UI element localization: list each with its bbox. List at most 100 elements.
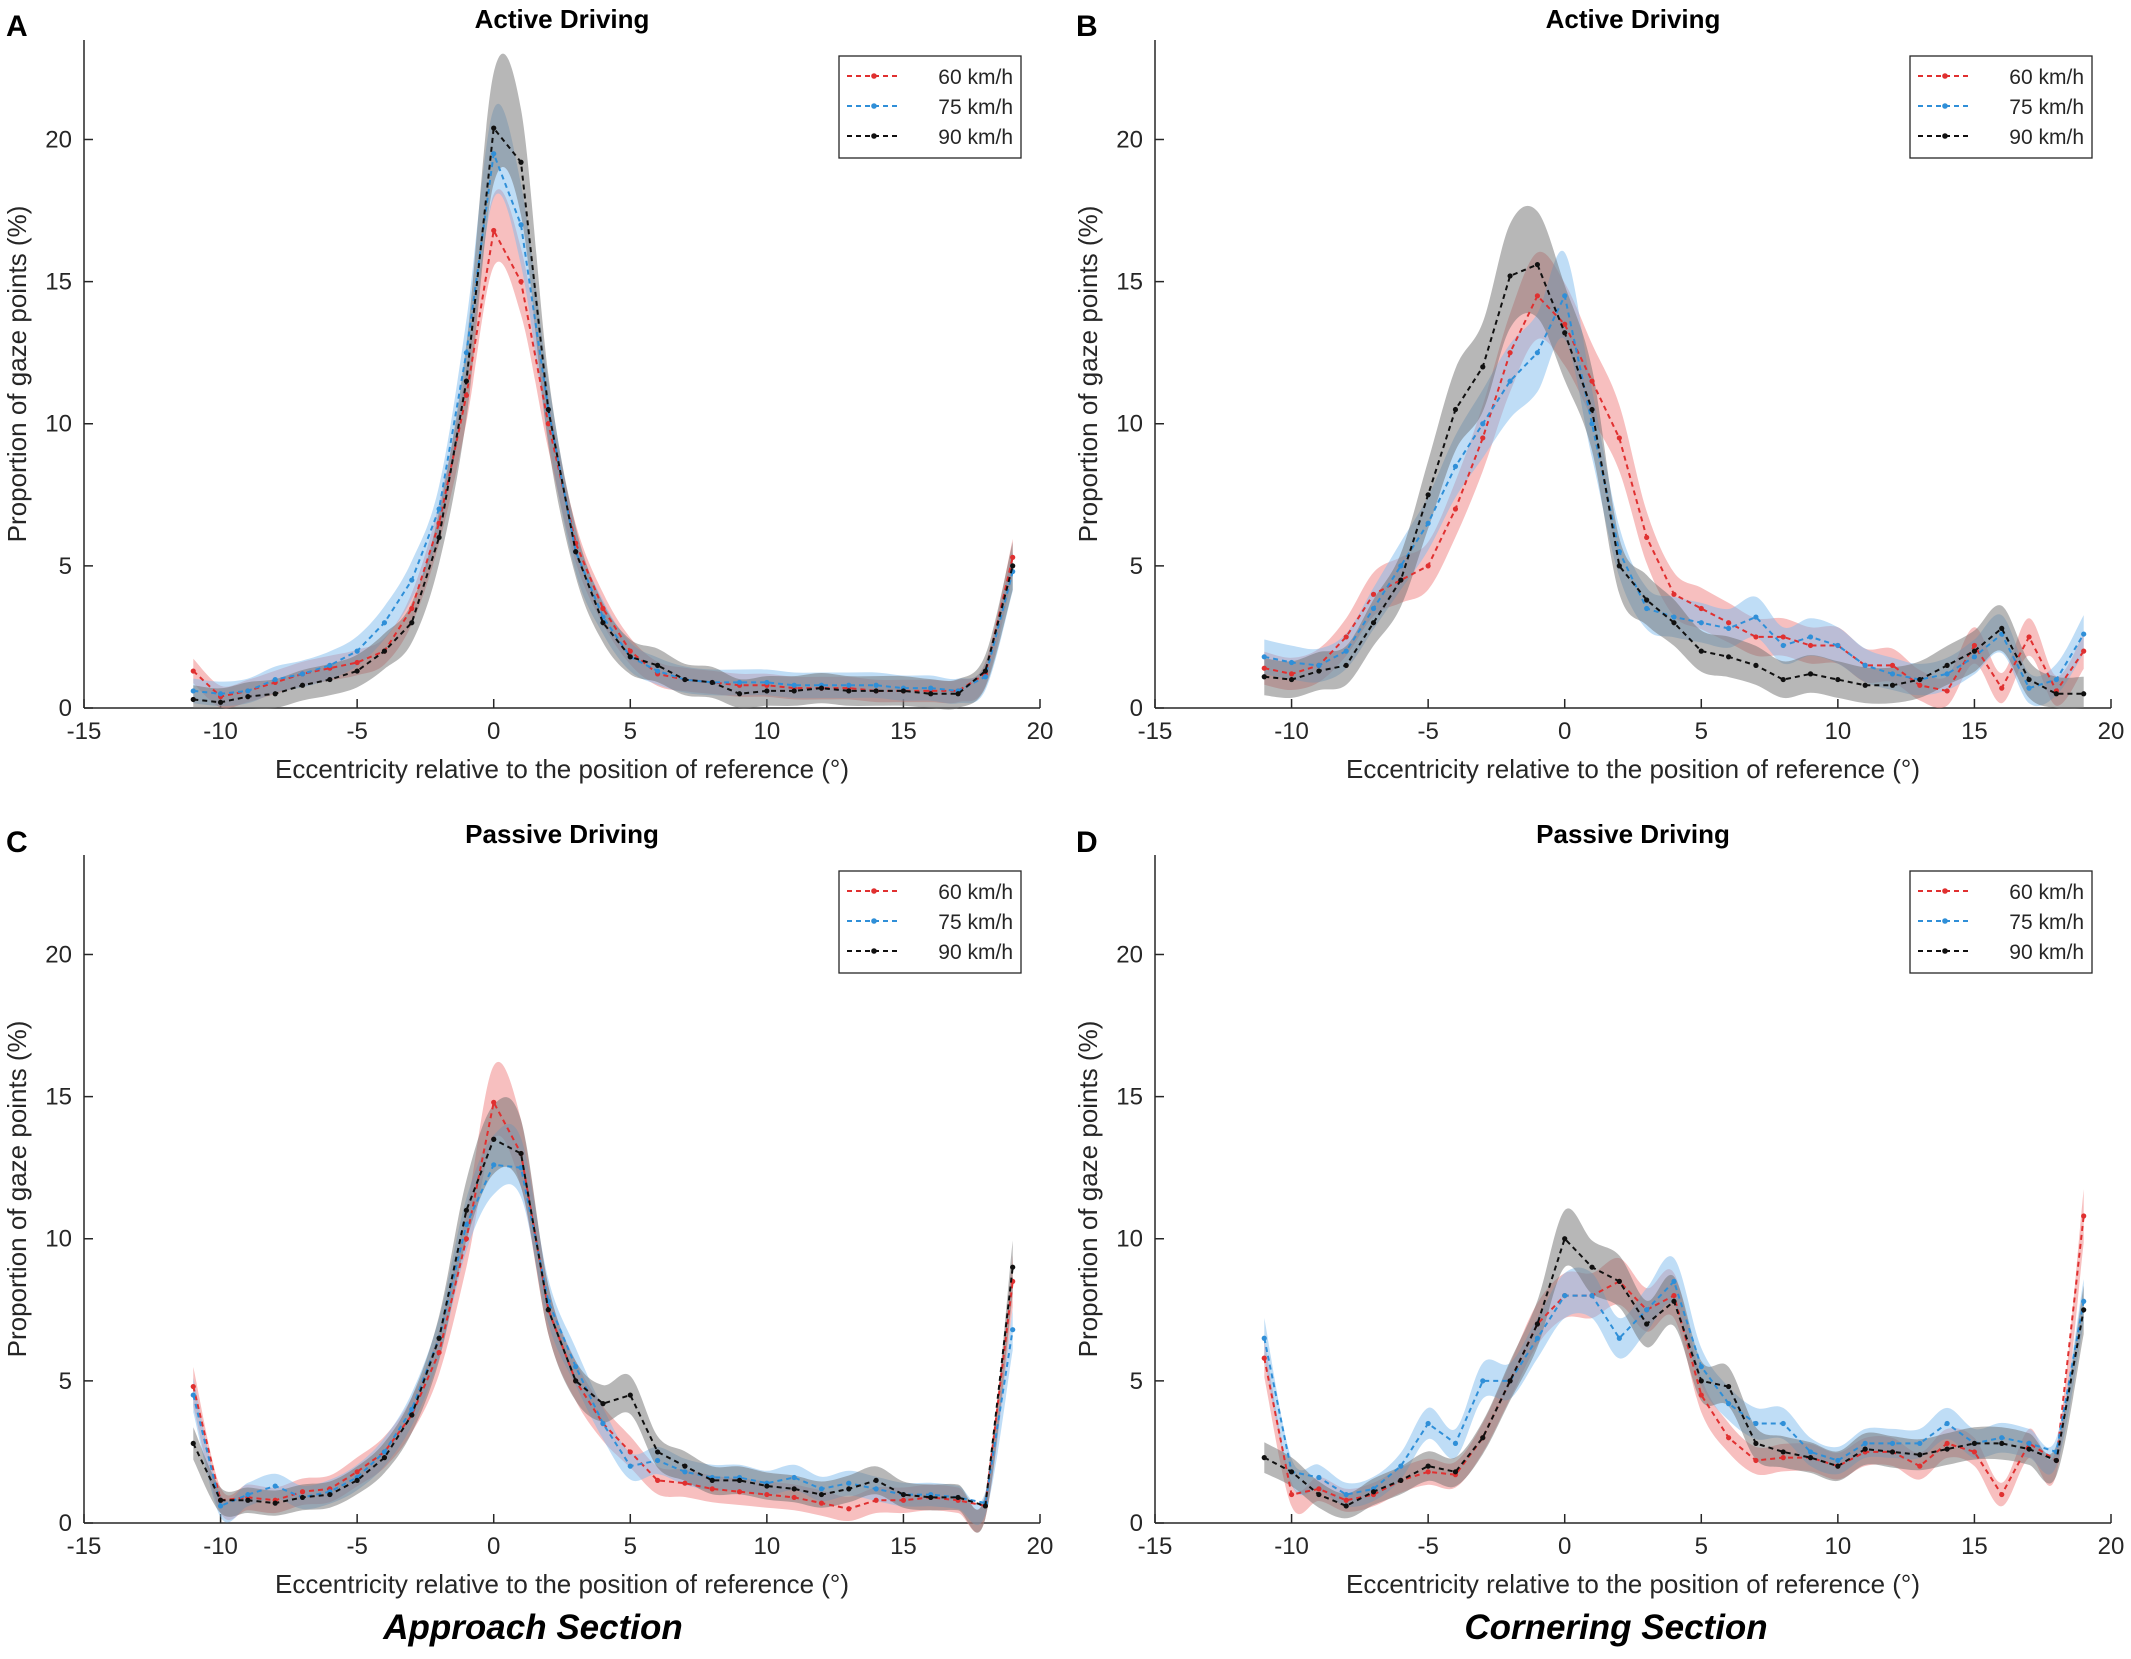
data-point [736,691,743,697]
x-tick-label: 15 [1961,1533,1988,1560]
data-point [327,662,333,668]
x-tick-label: -5 [346,1533,367,1560]
data-point [1835,1457,1841,1464]
data-point [1616,1278,1622,1284]
data-point [1010,1327,1016,1333]
data-point [955,691,961,697]
data-point [2081,691,2087,697]
legend: 60 km/h 75 km/h 90 km/h [1909,870,2093,974]
data-point [1753,1457,1759,1464]
data-point [736,1477,743,1483]
data-point [1698,1364,1704,1370]
data-point [1398,1463,1404,1469]
data-point [518,222,524,228]
data-point [217,691,224,697]
data-point [1316,1474,1322,1481]
data-point [409,1406,415,1412]
legend-marker [871,888,877,894]
data-point [245,694,251,700]
x-tick-label: -10 [1274,718,1309,745]
x-tick-label: 15 [890,718,917,745]
data-point [627,1392,633,1398]
data-point [491,151,497,157]
data-point [600,1401,606,1407]
x-tick-label: 10 [754,1533,781,1560]
data-point [190,696,196,703]
data-point [354,1477,360,1483]
data-point [655,662,661,668]
legend-label: 75 km/h [938,911,1013,934]
data-point [545,406,551,413]
legend-marker [871,103,877,109]
x-axis-label: Eccentricity relative to the position of… [1346,1569,1920,1599]
data-point [272,691,278,697]
data-point [1671,614,1677,620]
data-point [491,227,497,234]
data-point [1343,1497,1349,1503]
legend: 60 km/h 75 km/h 90 km/h [838,55,1022,159]
x-tick-label: -10 [203,718,238,745]
x-tick-label: -15 [67,718,102,745]
y-tick-label: 15 [45,269,72,296]
y-tick-label: 15 [1116,269,1143,296]
data-point [791,1474,797,1481]
data-point [1944,662,1950,668]
x-tick-label: 10 [1825,1533,1852,1560]
legend-marker [1942,133,1948,139]
data-point [1644,597,1650,603]
data-point [354,668,360,674]
data-point [491,125,497,131]
data-point [1917,682,1923,688]
data-point [1589,1264,1595,1270]
data-point [846,682,852,688]
x-tick-label: 15 [1961,718,1988,745]
data-point [1343,1491,1349,1498]
data-point [217,1497,224,1503]
data-point [600,605,606,612]
data-point [1616,563,1622,569]
y-tick-label: 20 [45,126,72,153]
x-tick-label: 5 [1695,1533,1708,1560]
data-point [573,1364,579,1370]
y-axis-label: Proportion of gaze points (%) [2,1021,32,1358]
data-point [354,1469,360,1475]
series-line-60kmh [192,1099,1014,1510]
data-point [1835,676,1841,683]
data-point [1534,261,1540,268]
data-point [245,1491,251,1498]
data-point [2081,1298,2087,1304]
data-point [518,279,524,285]
approach-section-label: Approach Section [383,1608,683,1647]
data-point [873,688,879,694]
data-point [900,1491,907,1498]
data-point [463,392,469,398]
y-tick-label: 0 [1130,695,1143,722]
data-point [1944,688,1950,694]
data-point [982,668,988,674]
data-point [245,688,251,694]
data-point [1944,671,1950,677]
data-point [190,668,196,674]
x-tick-label: 0 [487,718,500,745]
data-point [1671,1278,1677,1284]
data-point [1753,634,1759,640]
data-point [1452,406,1459,413]
data-point [1480,435,1486,441]
data-point [436,506,442,512]
legend-label: 60 km/h [938,66,1013,89]
x-tick-label: 10 [754,718,781,745]
data-point [1507,273,1513,279]
data-point [1780,1449,1786,1455]
data-point [1753,1420,1759,1427]
data-point [1971,648,1978,654]
x-tick-label: 20 [2098,718,2125,745]
data-point [1010,1264,1016,1270]
data-point [1370,591,1377,597]
y-axis-label: Proportion of gaze points (%) [1073,206,1103,543]
data-point [2081,1213,2087,1219]
data-point [1780,1420,1786,1427]
data-point [1753,1440,1759,1447]
chart-title: Passive Driving [465,819,659,849]
data-point [1261,1335,1267,1341]
data-point [764,679,770,686]
